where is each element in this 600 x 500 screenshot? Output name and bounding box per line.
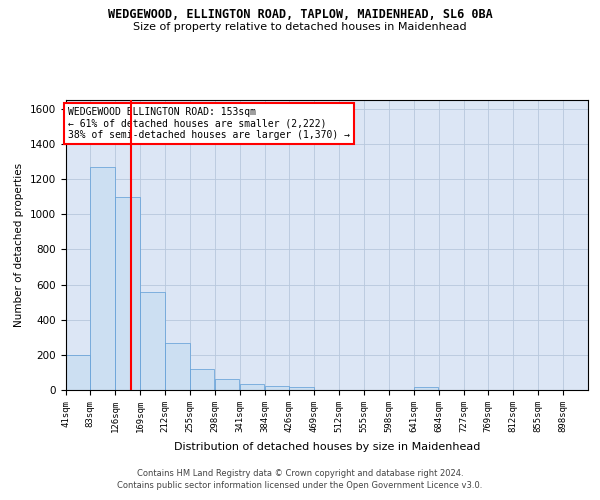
Bar xyxy=(289,388,314,390)
Bar xyxy=(115,196,140,390)
Text: Contains public sector information licensed under the Open Government Licence v3: Contains public sector information licen… xyxy=(118,481,482,490)
Bar xyxy=(91,167,115,390)
Bar xyxy=(265,386,289,390)
Text: Distribution of detached houses by size in Maidenhead: Distribution of detached houses by size … xyxy=(174,442,480,452)
Bar xyxy=(66,355,91,390)
Text: WEDGEWOOD, ELLINGTON ROAD, TAPLOW, MAIDENHEAD, SL6 0BA: WEDGEWOOD, ELLINGTON ROAD, TAPLOW, MAIDE… xyxy=(107,8,493,20)
Y-axis label: Number of detached properties: Number of detached properties xyxy=(14,163,25,327)
Text: Size of property relative to detached houses in Maidenhead: Size of property relative to detached ho… xyxy=(133,22,467,32)
Text: Contains HM Land Registry data © Crown copyright and database right 2024.: Contains HM Land Registry data © Crown c… xyxy=(137,468,463,477)
Bar xyxy=(414,388,439,390)
Bar xyxy=(165,344,190,390)
Bar xyxy=(215,380,239,390)
Text: WEDGEWOOD ELLINGTON ROAD: 153sqm
← 61% of detached houses are smaller (2,222)
38: WEDGEWOOD ELLINGTON ROAD: 153sqm ← 61% o… xyxy=(68,107,350,140)
Bar xyxy=(140,292,164,390)
Bar xyxy=(240,384,265,390)
Bar xyxy=(190,369,214,390)
